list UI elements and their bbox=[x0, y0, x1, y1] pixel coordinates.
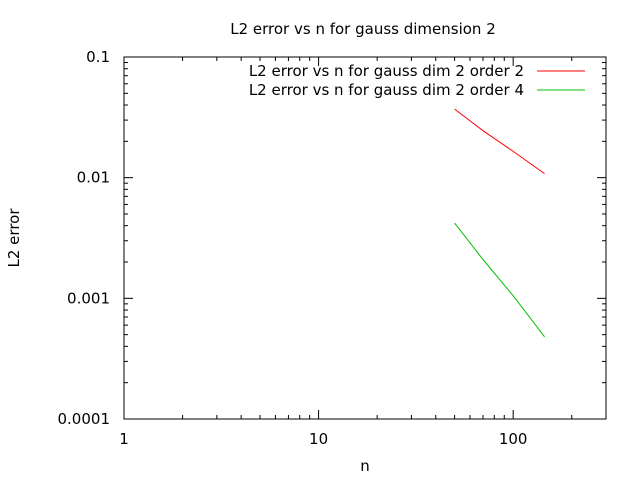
axis-ticks bbox=[123, 56, 607, 420]
x-tick-label: 1 bbox=[119, 430, 129, 448]
y-axis-label: L2 error bbox=[5, 208, 23, 268]
x-tick-label: 100 bbox=[499, 430, 528, 448]
legend-label-2: L2 error vs n for gauss dim 2 order 4 bbox=[249, 81, 524, 99]
x-tick-labels: 1 10 100 bbox=[119, 430, 527, 448]
series-line-2 bbox=[454, 222, 545, 338]
legend-label-1: L2 error vs n for gauss dim 2 order 2 bbox=[249, 62, 524, 80]
y-tick-label: 0.0001 bbox=[58, 410, 111, 428]
chart-title: L2 error vs n for gauss dimension 2 bbox=[230, 20, 496, 38]
legend: L2 error vs n for gauss dim 2 order 2L2 … bbox=[249, 62, 585, 99]
series-lines bbox=[454, 108, 545, 338]
x-axis-label: n bbox=[360, 457, 370, 475]
series-line-1 bbox=[454, 108, 545, 175]
plot-frame bbox=[123, 56, 607, 420]
y-tick-label: 0.01 bbox=[77, 169, 110, 187]
y-tick-labels: 0.0001 0.001 0.01 0.1 bbox=[58, 48, 111, 428]
y-tick-label: 0.1 bbox=[86, 48, 110, 66]
x-tick-label: 10 bbox=[309, 430, 328, 448]
y-tick-label: 0.001 bbox=[67, 289, 110, 307]
